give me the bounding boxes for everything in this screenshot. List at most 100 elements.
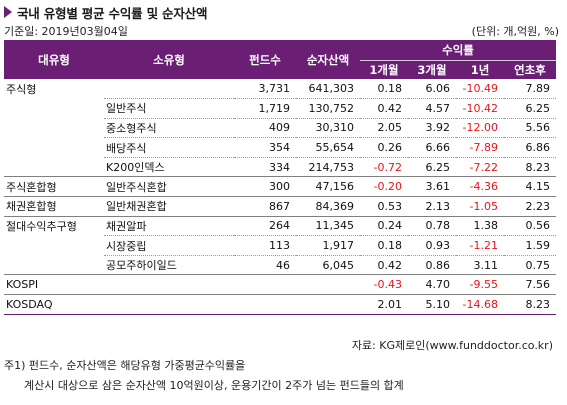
- cell-fund-count: 409: [234, 118, 296, 139]
- cell-return-1y: -1.21: [456, 235, 504, 256]
- table-row: 주식혼합형 일반주식혼합 300 47,156 -0.20 3.61 -4.36 4.15: [4, 176, 556, 198]
- cell-net-assets: 6,045: [296, 255, 360, 276]
- cell-return-1m: 0.53: [360, 196, 408, 217]
- reference-date: 기준일: 2019년03월04일: [4, 25, 128, 38]
- cell-major-type: [4, 157, 104, 178]
- cell-return-3m: 0.93: [408, 235, 456, 256]
- cell-return-ytd: 0.75: [504, 255, 556, 276]
- cell-sub-type: [104, 294, 234, 315]
- returns-table: 대유형 소유형 펀드수 순자산액 수익률 1개월 3개월 1년 연초후 주식형 3…: [4, 40, 556, 315]
- table-row: 중소형주식 409 30,310 2.05 3.92 -12.00 5.56: [4, 118, 556, 139]
- cell-return-3m: 4.57: [408, 98, 456, 119]
- cell-major-type: 주식형: [6, 82, 37, 96]
- cell-return-1y: -4.36: [456, 176, 504, 198]
- cell-fund-count: 334: [234, 157, 296, 178]
- header-sub-type: 소유형: [104, 40, 234, 79]
- triangle-bullet-icon: [4, 6, 12, 18]
- cell-return-3m: 6.66: [408, 137, 456, 158]
- cell-return-1y: -10.42: [456, 98, 504, 119]
- cell-return-3m: 6.06: [408, 79, 456, 100]
- table-row: 일반주식 1,719 130,752 0.42 4.57 -10.42 6.25: [4, 98, 556, 119]
- cell-sub-type: 시장중립: [104, 235, 234, 256]
- cell-sub-type: 채권알파: [104, 216, 234, 237]
- table-body: 주식형 3,731 641,303 0.18 6.06 -10.49 7.89 일반주식 1,7…: [4, 79, 556, 315]
- cell-major-type: [4, 138, 104, 158]
- header-1-month: 1개월: [360, 60, 408, 79]
- cell-return-1y: -7.22: [456, 157, 504, 178]
- table-row: 공모주하이일드 46 6,045 0.42 0.86 3.11 0.75: [4, 255, 556, 276]
- header-ytd: 연초후: [504, 60, 556, 79]
- header-net-assets: 순자산액: [296, 40, 360, 79]
- table-row: KOSDAQ 2.01 5.10 -14.68 8.23: [4, 294, 556, 315]
- cell-return-1m: -0.43: [360, 274, 408, 296]
- cell-sub-type: 중소형주식: [104, 118, 234, 139]
- cell-return-1m: 0.42: [360, 255, 408, 276]
- header-3-month: 3개월: [408, 60, 456, 79]
- cell-return-1y: -7.89: [456, 137, 504, 158]
- source-note: 자료: KG제로인(www.funddoctor.co.kr): [351, 339, 553, 352]
- cell-fund-count: 300: [234, 176, 296, 198]
- table-row: KOSPI -0.43 4.70 -9.55 7.56: [4, 274, 556, 296]
- cell-return-1y: 1.38: [456, 216, 504, 237]
- page-title: 국내 유형별 평균 수익률 및 순자산액: [17, 5, 208, 21]
- cell-fund-count: 1,719: [234, 98, 296, 119]
- cell-fund-count: 46: [234, 255, 296, 276]
- cell-return-1m: 0.42: [360, 98, 408, 119]
- header-1-year: 1년: [456, 60, 504, 79]
- cell-return-1m: 0.18: [360, 79, 408, 100]
- cell-major-type: [4, 99, 104, 119]
- cell-return-3m: 4.70: [408, 274, 456, 296]
- cell-return-1m: 2.01: [360, 294, 408, 315]
- cell-return-3m: 0.78: [408, 216, 456, 237]
- cell-net-assets: [296, 294, 360, 315]
- footnote-line-2: 계산시 대상으로 삼은 순자산액 10억원이상, 운용기간이 2주가 넘는 펀드…: [24, 379, 404, 392]
- cell-return-ytd: 8.23: [504, 294, 556, 315]
- cell-return-1m: -0.20: [360, 176, 408, 198]
- table-header: 대유형 소유형 펀드수 순자산액 수익률 1개월 3개월 1년 연초후: [4, 40, 556, 79]
- header-fund-count: 펀드수: [234, 40, 296, 79]
- table-row: K200인덱스 334 214,753 -0.72 6.25 -7.22 8.23: [4, 157, 556, 178]
- table-row: 주식형 3,731 641,303 0.18 6.06 -10.49 7.89: [4, 79, 556, 100]
- cell-net-assets: 214,753: [296, 157, 360, 178]
- cell-return-3m: 3.61: [408, 176, 456, 198]
- cell-return-ytd: 4.15: [504, 176, 556, 198]
- cell-return-ytd: 7.89: [504, 79, 556, 100]
- unit-label: (단위: 개,억원, %): [471, 25, 559, 38]
- cell-major-type: KOSPI: [4, 274, 104, 296]
- cell-fund-count: [234, 294, 296, 315]
- cell-net-assets: 641,303: [296, 79, 360, 100]
- cell-return-1y: -12.00: [456, 118, 504, 139]
- cell-return-ytd: 2.23: [504, 196, 556, 217]
- cell-return-ytd: 5.56: [504, 118, 556, 139]
- cell-return-1m: -0.72: [360, 157, 408, 178]
- cell-net-assets: 47,156: [296, 176, 360, 198]
- title-row: 국내 유형별 평균 수익률 및 순자산액: [4, 3, 207, 21]
- cell-major-type: 주식혼합형: [4, 176, 104, 198]
- cell-fund-count: 867: [234, 196, 296, 217]
- cell-sub-type: [104, 274, 234, 296]
- cell-return-ytd: 6.25: [504, 98, 556, 119]
- cell-return-1y: -1.05: [456, 196, 504, 217]
- table-row: 배당주식 354 55,654 0.26 6.66 -7.89 6.86: [4, 137, 556, 158]
- cell-return-3m: 6.25: [408, 157, 456, 178]
- cell-sub-type: 일반주식: [104, 98, 234, 119]
- cell-net-assets: 130,752: [296, 98, 360, 119]
- cell-major-type: [4, 236, 104, 256]
- cell-net-assets: 11,345: [296, 216, 360, 237]
- cell-return-ytd: 7.56: [504, 274, 556, 296]
- cell-net-assets: 1,917: [296, 235, 360, 256]
- cell-return-1y: -9.55: [456, 274, 504, 296]
- cell-major-type: [4, 255, 104, 276]
- cell-return-1y: 3.11: [456, 255, 504, 276]
- cell-major-type: [4, 118, 104, 138]
- cell-return-3m: 3.92: [408, 118, 456, 139]
- table-row: 시장중립 113 1,917 0.18 0.93 -1.21 1.59: [4, 235, 556, 256]
- cell-return-3m: 0.86: [408, 255, 456, 276]
- cell-return-ytd: 1.59: [504, 235, 556, 256]
- cell-return-1m: 0.18: [360, 235, 408, 256]
- cell-return-ytd: 6.86: [504, 137, 556, 158]
- cell-net-assets: 30,310: [296, 118, 360, 139]
- cell-return-3m: 2.13: [408, 196, 456, 217]
- cell-sub-type: 일반채권혼합: [104, 196, 234, 217]
- cell-major-type: KOSDAQ: [4, 294, 104, 315]
